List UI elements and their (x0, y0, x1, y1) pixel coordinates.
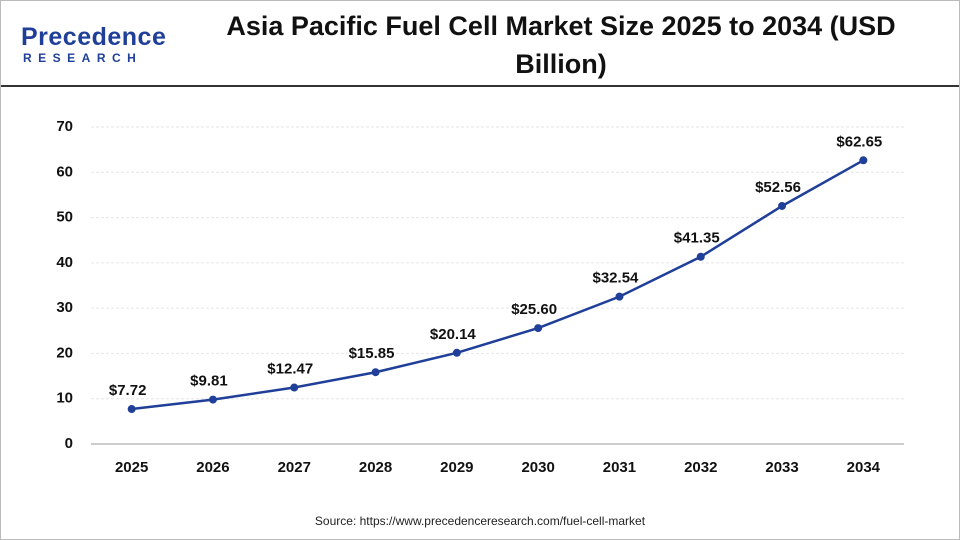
value-label: $62.65 (836, 133, 882, 150)
header-rule (1, 85, 959, 87)
x-tick-label: 2029 (440, 459, 473, 476)
logo-name: Precedence (21, 23, 167, 51)
y-tick-label: 60 (56, 163, 73, 180)
y-tick-label: 40 (56, 254, 73, 271)
x-tick-label: 2031 (603, 459, 636, 476)
value-label: $7.72 (109, 382, 147, 399)
line (131, 159, 864, 411)
value-label: $52.56 (755, 179, 801, 196)
point (290, 383, 299, 392)
value-label: $15.85 (349, 345, 395, 362)
value-label: $20.14 (430, 326, 477, 343)
y-tick-label: 50 (56, 209, 73, 226)
value-label: $9.81 (190, 373, 228, 390)
value-label: $41.35 (674, 230, 720, 247)
x-tick-label: 2033 (765, 459, 798, 476)
x-tick-label: 2028 (359, 459, 392, 476)
source: Source: https://www.precedenceresearch.c… (314, 514, 646, 528)
value-label: $12.47 (267, 360, 313, 377)
point (534, 324, 543, 333)
point (778, 201, 787, 210)
x-tick-label: 2032 (684, 459, 717, 476)
logo-tagline: RESEARCH (23, 51, 143, 65)
point (859, 156, 868, 165)
y-tick-label: 20 (56, 344, 73, 361)
y-tick-label: 10 (56, 390, 73, 407)
value-label: $32.54 (593, 270, 640, 287)
point (615, 292, 624, 301)
x-tick-label: 2027 (278, 459, 311, 476)
chart-title: Asia Pacific Fuel Cell Market Size 2025 … (226, 11, 896, 79)
point (208, 395, 217, 404)
x-tick-label: 2030 (521, 459, 554, 476)
value-label: $25.60 (511, 301, 557, 318)
x-tick-label: 2025 (115, 459, 148, 476)
point (371, 368, 380, 377)
point (696, 252, 705, 261)
x-tick-label: 2026 (196, 459, 229, 476)
y-tick-label: 0 (65, 435, 73, 452)
y-tick-label: 70 (56, 118, 73, 135)
x-tick-label: 2034 (847, 459, 881, 476)
point (452, 348, 461, 357)
y-tick-label: 30 (56, 299, 73, 316)
point (127, 405, 136, 414)
